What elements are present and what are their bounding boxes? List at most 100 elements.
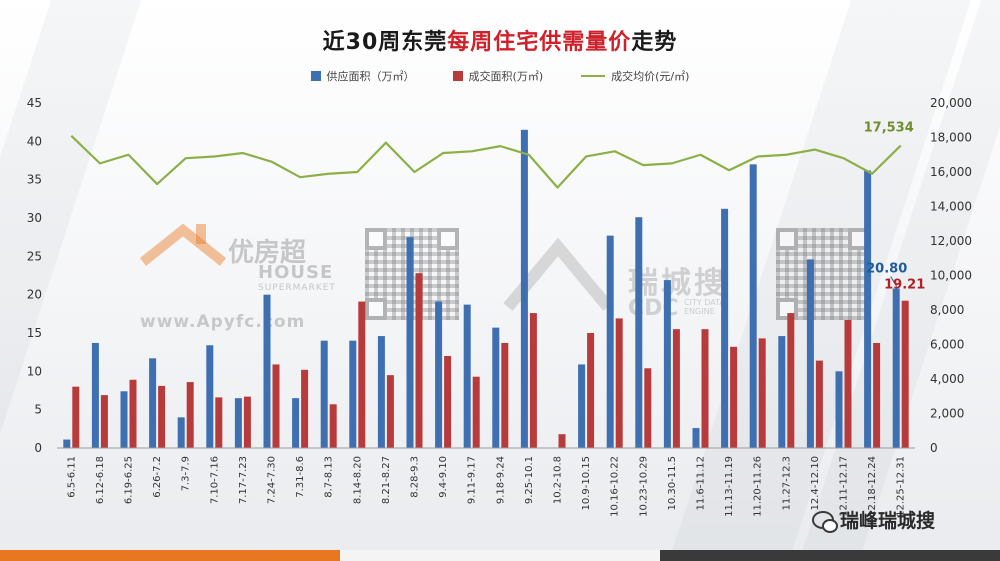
x-tick-label: 8.14-8.20	[352, 456, 363, 504]
bar-deal	[386, 375, 394, 448]
bar-supply	[377, 336, 385, 448]
watermark-apyfc-cn: 优房超	[228, 238, 307, 268]
bar-deal	[472, 376, 480, 448]
price-line	[70, 134, 902, 189]
bar-deal	[844, 319, 852, 448]
bar-supply	[206, 345, 214, 448]
qr-code-watermark-right	[776, 228, 870, 320]
bar-supply	[349, 340, 357, 448]
bar-deal	[100, 395, 108, 448]
y-left-tick-label: 10	[27, 364, 42, 378]
annotation-supply-leader	[890, 276, 898, 287]
bar-supply	[778, 336, 786, 448]
y-right-tick-label: 20,000	[930, 96, 972, 110]
bar-supply	[578, 364, 586, 448]
annotation-supply-last: 20.80	[866, 262, 907, 277]
bar-supply	[606, 235, 614, 448]
title-part-3: 走势	[631, 30, 678, 55]
bar-supply	[463, 304, 471, 448]
y-left-tick-label: 45	[27, 96, 42, 110]
bar-supply	[749, 164, 757, 449]
bar-deal	[444, 356, 452, 448]
wechat-icon	[812, 510, 838, 533]
x-tick-label: 11.6-11.12	[696, 456, 707, 511]
bar-deal	[701, 329, 709, 448]
bar-deal	[615, 318, 623, 448]
bar-supply	[91, 342, 99, 448]
x-tick-label: 10.16-10.22	[610, 456, 621, 517]
bar-deal	[644, 368, 652, 448]
x-tick-label: 10.23-10.29	[638, 456, 649, 517]
x-tick-label: 12.11-12.17	[839, 456, 850, 517]
y-left-tick-label: 0	[34, 441, 42, 455]
y-left-tick-label: 15	[27, 326, 42, 340]
bar-supply	[520, 129, 528, 449]
bar-deal	[72, 386, 80, 448]
y-right-tick-label: 18,000	[930, 131, 972, 145]
x-tick-label: 9.18-9.24	[495, 456, 506, 504]
watermark-apyfc-en2: SUPERMARKET	[258, 283, 336, 293]
bar-supply	[892, 288, 900, 448]
x-tick-label: 6.5-6.11	[66, 456, 77, 498]
legend-swatch-supply	[310, 71, 321, 81]
bar-supply	[263, 294, 271, 448]
x-tick-label: 9.25-10.1	[524, 456, 535, 504]
legend-swatch-price	[581, 75, 606, 77]
legend-item-price: 成交均价(元/㎡)	[581, 68, 689, 84]
y-left-tick-label: 40	[27, 134, 42, 148]
bar-supply	[320, 340, 328, 448]
bar-supply	[120, 391, 128, 448]
y-left-tick-label: 35	[27, 173, 42, 187]
bar-deal	[587, 333, 595, 448]
bar-deal	[901, 300, 909, 448]
bar-supply	[63, 439, 71, 448]
annotation-deal-last: 19.21	[884, 278, 925, 293]
brand: 瑞峰瑞城搜	[812, 506, 935, 533]
title-part-1: 近30周东莞	[322, 30, 448, 55]
bar-deal	[815, 360, 823, 448]
bar-deal	[358, 301, 366, 448]
title-part-2: 每周住宅供需量价	[447, 30, 632, 55]
y-left-tick-label: 30	[27, 211, 42, 225]
x-tick-label: 12.25-12.31	[896, 456, 907, 517]
bar-supply	[835, 371, 843, 448]
x-tick-label: 7.10-7.16	[209, 456, 220, 504]
bar-deal	[243, 396, 251, 448]
bar-supply	[721, 208, 729, 448]
legend-label-deal: 成交面积(万㎡)	[468, 70, 544, 83]
legend-label-supply: 供应面积（万㎡）	[326, 70, 415, 83]
x-tick-label: 8.28-9.3	[410, 456, 421, 498]
y-left-tick-label: 5	[34, 403, 42, 417]
y-right-tick-label: 10,000	[930, 269, 972, 283]
x-tick-label: 6.26-7.2	[152, 456, 163, 498]
x-tick-label: 8.21-8.27	[381, 456, 392, 504]
x-tick-label: 11.13-11.19	[724, 456, 735, 517]
bar-deal	[329, 404, 337, 448]
bar-deal	[158, 385, 166, 448]
bar-supply	[692, 428, 700, 448]
x-tick-label: 7.24-7.30	[267, 456, 278, 504]
x-tick-label: 10.9-10.15	[581, 456, 592, 511]
price-line-series	[70, 134, 902, 189]
bar-supply	[149, 358, 157, 448]
y-right-tick-label: 12,000	[930, 234, 972, 248]
x-tick-label: 6.12-6.18	[95, 456, 106, 504]
watermark-apyfc-url: www.Apyfc.com	[140, 312, 306, 332]
x-tick-label: 12.18-12.24	[867, 456, 878, 517]
x-tick-label: 7.31-8.6	[295, 456, 306, 498]
x-tick-label: 8.7-8.13	[324, 456, 335, 498]
y-right-tick-label: 4,000	[930, 372, 964, 386]
y-right-tick-label: 6,000	[930, 338, 964, 352]
x-tick-label: 10.2-10.8	[553, 456, 564, 504]
x-tick-label: 12.4-12.10	[810, 456, 821, 511]
bar-deal	[301, 369, 309, 448]
chart-legend: 供应面积（万㎡） 成交面积(万㎡) 成交均价(元/㎡)	[0, 68, 1000, 84]
bar-supply	[864, 170, 872, 448]
bar-deal	[272, 364, 280, 448]
y-right-tick-label: 0	[930, 441, 938, 455]
bar-supply	[806, 259, 814, 448]
y-left-tick-label: 25	[27, 249, 42, 263]
bar-supply	[177, 417, 185, 448]
bar-supply	[663, 280, 671, 448]
